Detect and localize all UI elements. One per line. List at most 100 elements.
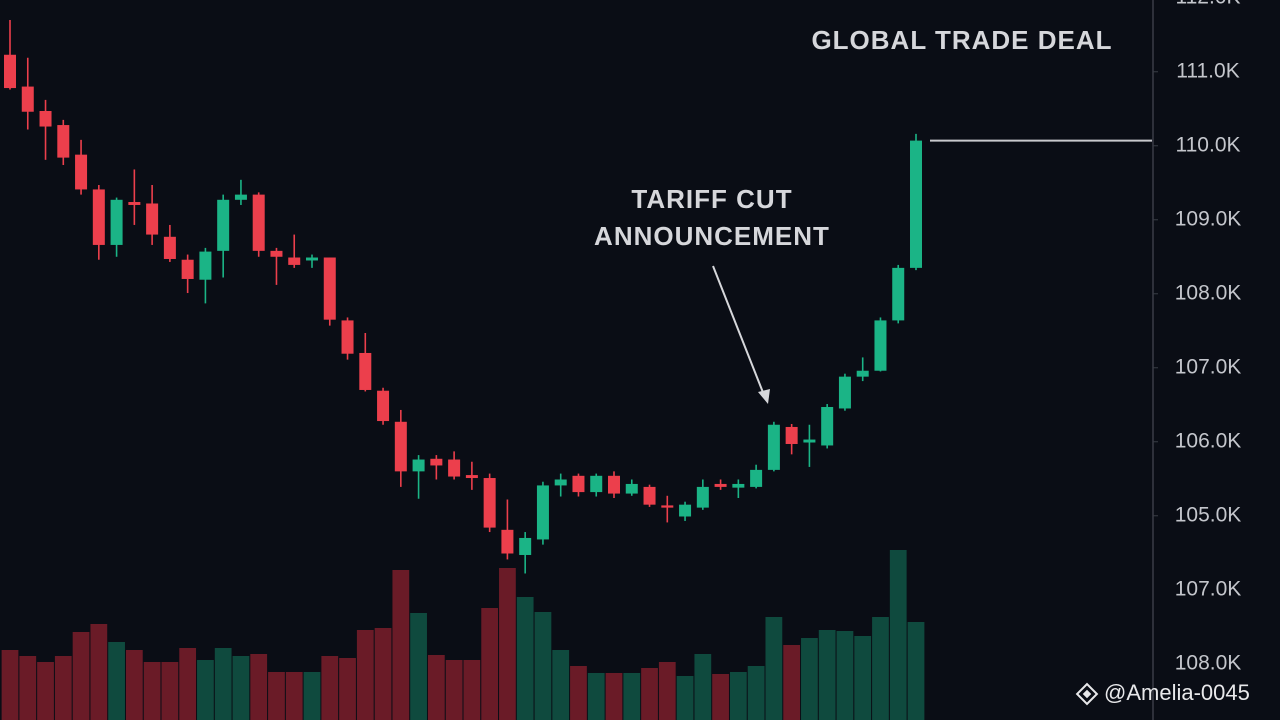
candle-body bbox=[714, 483, 727, 487]
candle-body bbox=[732, 483, 745, 488]
candle-body bbox=[323, 257, 336, 320]
y-tick-label: 112.0K bbox=[1176, 0, 1241, 8]
volume-bar bbox=[161, 662, 179, 720]
candle-body bbox=[359, 352, 372, 390]
candle-body bbox=[217, 199, 230, 251]
candle-body bbox=[767, 424, 780, 470]
candle-body bbox=[590, 475, 603, 493]
volume-bar bbox=[481, 608, 499, 720]
candle-body bbox=[554, 479, 567, 486]
volume-bar bbox=[250, 654, 268, 720]
candle-body bbox=[874, 320, 887, 371]
volume-bar bbox=[872, 617, 889, 720]
volume-bar bbox=[729, 672, 747, 720]
volume-bar bbox=[783, 645, 801, 720]
y-tick-label: 109.0K bbox=[1175, 207, 1242, 230]
y-tick-label: 108.0K bbox=[1175, 281, 1242, 304]
candle-body bbox=[92, 189, 105, 245]
volume-bar bbox=[197, 660, 214, 720]
y-tick-label: 106.0K bbox=[1175, 429, 1242, 452]
candle-body bbox=[288, 257, 301, 265]
candle-body bbox=[234, 194, 247, 200]
candle-body bbox=[394, 421, 407, 472]
candle-body bbox=[750, 469, 763, 487]
candle-body bbox=[910, 140, 922, 268]
volume-bar bbox=[285, 672, 303, 720]
annotation: ANNOUNCEMENT bbox=[594, 221, 830, 251]
candle-body bbox=[377, 390, 390, 422]
volume-bar bbox=[854, 636, 872, 720]
volume-bar bbox=[303, 672, 321, 720]
candle-body bbox=[643, 486, 656, 505]
volume-bar bbox=[587, 673, 605, 720]
volume-bar bbox=[179, 648, 197, 720]
volume-layer bbox=[1, 550, 925, 720]
volume-bar bbox=[392, 570, 410, 720]
volume-bar bbox=[907, 622, 925, 720]
volume-bar bbox=[410, 613, 427, 720]
volume-bar bbox=[19, 656, 37, 720]
candle-body bbox=[625, 483, 638, 494]
volume-bar bbox=[108, 642, 125, 720]
volume-bar bbox=[676, 676, 694, 720]
candle-body bbox=[57, 125, 70, 158]
volume-bar bbox=[339, 658, 356, 720]
candle-body bbox=[803, 439, 816, 443]
candle-body bbox=[465, 475, 478, 479]
candle-body bbox=[892, 267, 905, 321]
volume-bar bbox=[37, 662, 54, 720]
candle-body bbox=[252, 194, 265, 251]
volume-bar bbox=[516, 597, 534, 720]
candle-body bbox=[128, 202, 141, 205]
volume-bar bbox=[836, 631, 854, 720]
candle-body bbox=[448, 459, 461, 477]
candle-body bbox=[75, 154, 88, 190]
volume-bar bbox=[747, 666, 765, 720]
volume-bar bbox=[214, 648, 232, 720]
volume-bar bbox=[658, 662, 676, 720]
candle-body bbox=[270, 250, 283, 257]
candle-body bbox=[146, 203, 159, 235]
volume-bar bbox=[374, 628, 392, 720]
volume-bar bbox=[268, 672, 285, 720]
volume-bar bbox=[694, 654, 712, 720]
volume-bar bbox=[356, 630, 374, 720]
candle-body bbox=[821, 406, 834, 446]
candle-body bbox=[856, 370, 869, 377]
candle-body bbox=[483, 478, 496, 528]
candle-body bbox=[412, 459, 425, 472]
candle-body bbox=[39, 110, 52, 127]
candle-body bbox=[4, 54, 16, 89]
candle-layer bbox=[4, 19, 922, 574]
volume-bar bbox=[427, 655, 445, 720]
candle-body bbox=[181, 259, 194, 279]
candle-body bbox=[341, 320, 354, 354]
volume-bar bbox=[72, 632, 90, 720]
y-tick-label: 111.0K bbox=[1176, 59, 1239, 82]
watermark: @Amelia-0045 bbox=[1104, 680, 1250, 705]
candle-body bbox=[536, 485, 549, 540]
candle-body bbox=[679, 504, 692, 517]
volume-bar bbox=[54, 656, 72, 720]
y-tick-label: 105.0K bbox=[1175, 503, 1242, 526]
volume-bar bbox=[712, 674, 729, 720]
candle-body bbox=[163, 236, 176, 259]
annotation: TARIFF CUT bbox=[631, 184, 792, 214]
candle-body bbox=[501, 529, 514, 554]
candle-body bbox=[838, 376, 851, 409]
volume-bar bbox=[552, 650, 570, 720]
volume-bar bbox=[605, 673, 623, 720]
volume-bar bbox=[801, 638, 818, 720]
candle-body bbox=[661, 505, 674, 508]
candle-body bbox=[199, 251, 212, 280]
candle-body bbox=[21, 86, 34, 112]
volume-bar bbox=[765, 617, 783, 720]
candle-body bbox=[110, 199, 123, 245]
candle-body bbox=[785, 426, 798, 444]
candle-body bbox=[696, 486, 709, 508]
y-tick-label: 107.0K bbox=[1175, 355, 1242, 378]
volume-bar bbox=[534, 612, 552, 720]
volume-bar bbox=[445, 660, 463, 720]
candle-body bbox=[519, 537, 532, 555]
